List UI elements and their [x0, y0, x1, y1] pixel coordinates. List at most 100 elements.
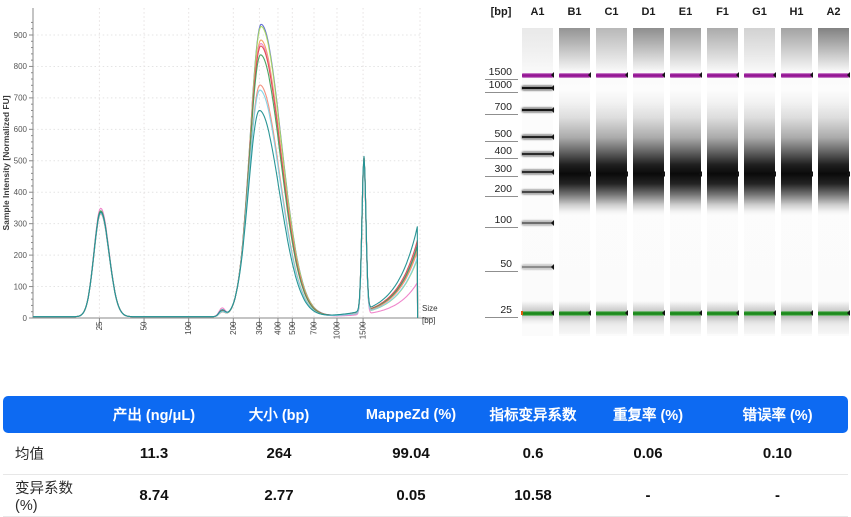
y-tick-label: 900 [14, 31, 28, 40]
gel-scale-value-25: 25 [500, 304, 512, 316]
table-cell: 0.6 [522, 445, 544, 462]
band-pointer-icon [772, 171, 776, 177]
lane-top-shade [633, 28, 664, 72]
gel-lane-label-A2: A2 [826, 6, 841, 18]
band-pointer-icon [550, 151, 554, 157]
table-cell: 99.04 [392, 445, 430, 462]
gel-lane-F1 [707, 28, 739, 336]
lane-bottom-shade [633, 316, 664, 334]
ladder-band-50 [522, 265, 553, 269]
gel-scale-value-700: 700 [494, 101, 512, 113]
band-pointer-icon [735, 171, 739, 177]
table-cell: 11.3 [139, 445, 169, 462]
lane-bottom-shade [559, 316, 590, 334]
lower-marker-band [744, 310, 775, 316]
table-header-cell-1: 产出 (ng/μL) [112, 408, 196, 424]
summary-table: 产出 (ng/μL) 大小 (bp) MappeZd (%) 指标变异系数 重复率 (%… [0, 396, 851, 517]
row-label: 变异系数(%) [15, 481, 73, 514]
electropherogram: 0 100 200 300 400 500 600 700 800 900 25 50 100 200 30… [0, 0, 460, 350]
y-tick-label: 800 [14, 62, 28, 71]
sample-smear [781, 90, 812, 215]
table-cell: 0.05 [396, 487, 426, 504]
band-pointer-icon [698, 171, 702, 177]
table-header-cell-6: 错误率 (%) [742, 408, 813, 424]
band-pointer-icon [550, 220, 554, 226]
gel-scale-rule [485, 271, 518, 272]
lane-bottom-shade [670, 316, 701, 334]
x-tick-label: 500 [288, 321, 297, 335]
gel-lane-label-A1: A1 [530, 6, 545, 18]
band-pointer-icon [698, 310, 702, 316]
gel-scale-rule [485, 317, 518, 318]
sample-smear [596, 90, 627, 215]
lane-bottom-shade [744, 316, 775, 334]
lower-marker-band [707, 310, 738, 316]
gel-scale-rule [485, 176, 518, 177]
lane-top-shade [670, 28, 701, 72]
y-tick-label: 500 [14, 157, 28, 166]
band-pointer-icon [661, 72, 665, 78]
y-tick-label: 700 [14, 94, 28, 103]
gel-scale-rule [485, 92, 518, 93]
ladder-band-300 [522, 170, 553, 174]
gel-lane-G1 [744, 28, 776, 336]
x-tick-label: 400 [273, 321, 282, 335]
gel-scale-rule [485, 158, 518, 159]
ladder-lower-marker-tick [521, 311, 523, 315]
lane-bottom-shade [781, 316, 812, 334]
upper-marker-band [522, 72, 553, 78]
gel-lane-D1 [633, 28, 665, 336]
gel-lane-C1 [596, 28, 628, 336]
lower-marker-band [818, 310, 849, 316]
band-pointer-icon [587, 72, 591, 78]
upper-marker-band [596, 72, 627, 78]
band-pointer-icon [550, 134, 554, 140]
band-pointer-icon [772, 310, 776, 316]
gel-lane-A1 [521, 28, 554, 336]
band-pointer-icon [846, 310, 850, 316]
gel-scale-value-100: 100 [494, 214, 512, 226]
y-tick-label: 600 [14, 125, 28, 134]
gel-lane-label-C1: C1 [604, 6, 619, 18]
x-tick-label: 1000 [332, 321, 341, 339]
table-cell: 0.06 [633, 445, 663, 462]
lower-marker-band [633, 310, 664, 316]
upper-marker-band [559, 72, 590, 78]
x-tick-label: 100 [184, 321, 193, 335]
band-pointer-icon [809, 171, 813, 177]
x-tick-label: 300 [255, 321, 264, 335]
band-pointer-icon [735, 72, 739, 78]
sample-smear [744, 90, 775, 215]
y-tick-label: 400 [14, 188, 28, 197]
ladder-band-1000 [522, 86, 553, 90]
table-cell: 10.58 [514, 487, 552, 504]
table-cell: 8.74 [139, 487, 169, 504]
x-axis-title-line2: [bp] [422, 316, 435, 325]
upper-marker-band [670, 72, 701, 78]
gel-scale-value-300: 300 [494, 163, 512, 175]
band-pointer-icon [846, 171, 850, 177]
gel-scale-value-200: 200 [494, 183, 512, 195]
lane-top-shade [596, 28, 627, 72]
electropherogram-trace-trace-9 [33, 109, 419, 319]
x-axis-title-line1: Size [422, 304, 438, 313]
band-pointer-icon [550, 189, 554, 195]
x-tick-label: 25 [95, 321, 104, 330]
upper-marker-band [633, 72, 664, 78]
row-label: 均值 [15, 447, 44, 463]
upper-marker-band [707, 72, 738, 78]
table-row-1: 变异系数(%) 8.74 2.77 0.05 10.58 - - [3, 475, 848, 517]
gel-scale-rule [485, 79, 518, 80]
upper-marker-band [744, 72, 775, 78]
sample-smear [633, 90, 664, 215]
ladder-band-500 [522, 135, 553, 139]
y-tick-label: 0 [23, 314, 28, 323]
x-tick-label: 50 [140, 321, 149, 330]
band-pointer-icon [735, 310, 739, 316]
band-pointer-icon [661, 310, 665, 316]
band-pointer-icon [624, 171, 628, 177]
table-row-0: 均值 11.3 264 99.04 0.6 0.06 0.10 [3, 433, 848, 475]
gel-scale-rule [485, 227, 518, 228]
y-tick-label: 200 [14, 251, 28, 260]
lane-bottom-shade [818, 316, 849, 334]
